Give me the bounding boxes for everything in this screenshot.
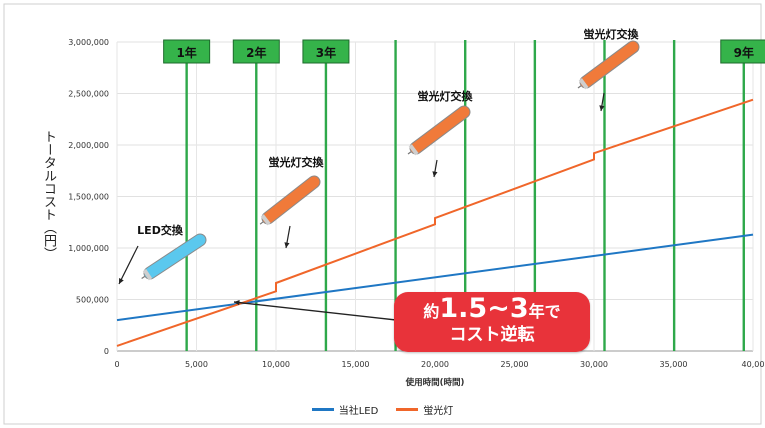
led-exchange-label: LED交換	[137, 223, 184, 237]
legend: 当社LED 蛍光灯	[0, 401, 765, 417]
legend-label-fluorescent: 蛍光灯	[423, 405, 454, 417]
y-tick-label: 3,000,000	[68, 38, 109, 47]
badge-prefix: 約	[423, 302, 440, 321]
badge-value: 1.5~3	[439, 293, 529, 324]
year-label: 3年	[316, 45, 336, 60]
fluorescent-tube-icon-2	[407, 105, 471, 156]
fluorescent-exchange-arrow-3	[599, 92, 605, 112]
y-tick-label: 2,000,000	[68, 141, 109, 150]
y-tick-label: 2,500,000	[68, 90, 109, 99]
year-label: 2年	[246, 45, 266, 60]
x-tick-label: 15,000	[342, 360, 370, 369]
y-tick-label: 1,500,000	[68, 193, 109, 202]
x-tick-label: 35,000	[660, 360, 688, 369]
legend-swatch-led	[311, 407, 334, 411]
fluorescent-exchange-arrow-1	[284, 225, 291, 249]
cost-reversal-badge: 約1.5~3年で コスト逆転	[394, 292, 590, 352]
legend-swatch-fluorescent	[396, 407, 419, 411]
chart-frame	[3, 3, 762, 425]
x-tick-label: 10,000	[262, 360, 290, 369]
fluorescent-exchange-label-3: 蛍光灯交換	[584, 27, 640, 41]
led-exchange-arrow	[118, 245, 139, 285]
year-label-box	[163, 39, 211, 64]
series-line-fluorescent	[116, 98, 754, 347]
fluorescent-tube-icon-3	[577, 40, 640, 90]
x-axis-label: 使用時間(時間)	[405, 377, 465, 388]
x-tick-label: 30,000	[580, 360, 608, 369]
badge-suffix: 年で	[528, 302, 561, 321]
fluorescent-exchange-label-2: 蛍光灯交換	[418, 89, 474, 103]
year-label: 1年	[176, 45, 196, 60]
y-tick-label: 0	[104, 347, 109, 356]
crossover-arrow	[233, 300, 397, 321]
year-label-box	[302, 39, 350, 64]
badge-line2: コスト逆転	[449, 325, 535, 345]
x-tick-label: 20,000	[421, 360, 449, 369]
year-label: 9年	[734, 45, 754, 60]
x-tick-label: 25,000	[501, 360, 529, 369]
legend-label-led: 当社LED	[338, 405, 379, 417]
y-axis-label: トータルコスト（円）	[41, 130, 56, 260]
x-tick-label: 40,00	[742, 360, 765, 369]
fluorescent-exchange-arrow-2	[432, 159, 438, 178]
led-tube-icon	[141, 233, 207, 281]
legend-item-led: 当社LED	[311, 402, 379, 417]
y-tick-label: 500,000	[76, 296, 109, 305]
x-tick-label: 5,000	[185, 360, 208, 369]
year-label-box	[720, 39, 765, 64]
fluorescent-tube-icon-1	[259, 175, 321, 226]
year-label-box	[232, 39, 280, 64]
series-line-led	[116, 233, 754, 322]
x-tick-label: 0	[114, 360, 119, 369]
legend-item-fluorescent: 蛍光灯	[396, 402, 453, 417]
y-tick-label: 1,000,000	[68, 244, 109, 253]
fluorescent-exchange-label-1: 蛍光灯交換	[269, 155, 325, 169]
